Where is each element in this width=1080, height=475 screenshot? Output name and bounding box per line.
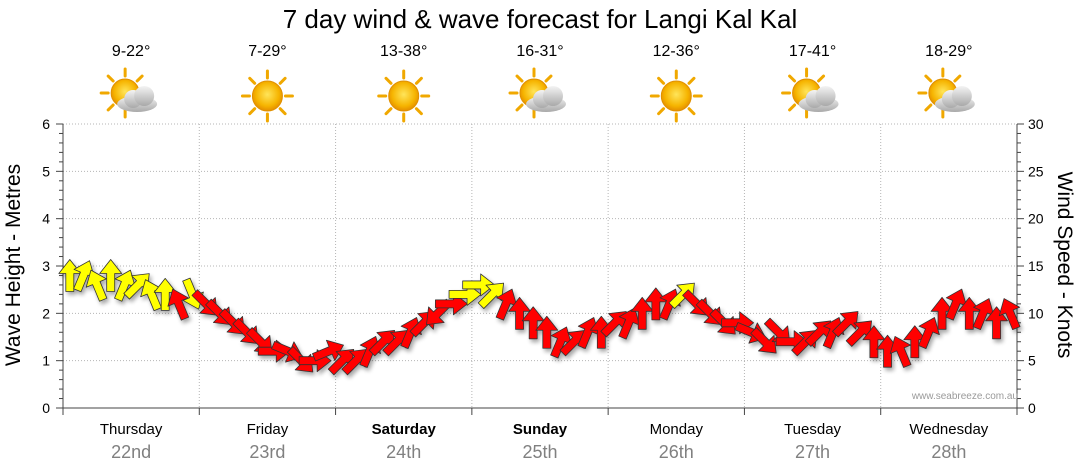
sun-icon bbox=[649, 69, 703, 123]
y-tick-label-right: 25 bbox=[1028, 163, 1044, 179]
wind-arrow bbox=[750, 327, 777, 354]
y-tick-label-left: 0 bbox=[42, 400, 50, 416]
wind-arrow bbox=[832, 311, 859, 338]
day-temperature: 13-38° bbox=[380, 43, 428, 60]
day-date-label: 26th bbox=[658, 442, 694, 462]
wind-arrow bbox=[99, 259, 123, 292]
chart-title: 7 day wind & wave forecast for Langi Kal… bbox=[282, 4, 798, 34]
wind-arrow bbox=[140, 279, 162, 312]
wind-arrow bbox=[945, 288, 967, 321]
y-tick-label-right: 10 bbox=[1028, 305, 1044, 321]
partly-cloudy-icon bbox=[99, 67, 158, 119]
day-temperature: 18-29° bbox=[925, 43, 973, 60]
wind-arrow bbox=[618, 307, 640, 340]
wind-arrow bbox=[462, 273, 496, 297]
day-temperature: 17-41° bbox=[788, 43, 837, 60]
day-date-label: 23rd bbox=[249, 442, 286, 462]
watermark: www.seabreeze.com.au bbox=[911, 391, 1018, 402]
grid-lines bbox=[63, 123, 1017, 408]
y-tick-label-left: 5 bbox=[42, 163, 50, 179]
sun-icon bbox=[377, 69, 431, 123]
wind-arrow bbox=[630, 296, 654, 330]
wind-arrow bbox=[521, 306, 545, 340]
weather-icons bbox=[99, 67, 975, 123]
day-date-label: 24th bbox=[386, 442, 422, 462]
day-temperature: 7-29° bbox=[248, 43, 287, 60]
day-name-label: Thursday bbox=[99, 421, 163, 438]
y-axis-right-label: Wind Speed - Knots bbox=[1053, 171, 1076, 359]
partly-cloudy-icon bbox=[781, 67, 839, 119]
y-tick-label-left: 4 bbox=[42, 211, 50, 227]
day-name-label: Tuesday bbox=[784, 421, 842, 438]
y-tick-label-right: 30 bbox=[1028, 116, 1044, 132]
y-tick-label-right: 15 bbox=[1028, 258, 1044, 274]
wind-arrow bbox=[972, 298, 995, 331]
day-name-label: Friday bbox=[246, 421, 289, 438]
wind-arrow bbox=[998, 298, 1021, 331]
day-date-label: 27th bbox=[795, 442, 831, 462]
wind-arrow bbox=[85, 269, 108, 302]
partly-cloudy-icon bbox=[917, 67, 975, 119]
wind-arrow bbox=[153, 277, 177, 311]
wind-arrow bbox=[889, 336, 912, 368]
wind-arrow bbox=[862, 325, 886, 359]
wind-arrow bbox=[114, 269, 136, 302]
day-name-label: Wednesday bbox=[909, 421, 989, 438]
day-name-label: Sunday bbox=[512, 421, 568, 438]
day-temperature: 12-36° bbox=[652, 43, 700, 60]
y-tick-label-left: 6 bbox=[42, 116, 50, 132]
wind-arrows bbox=[58, 259, 1021, 376]
y-tick-label-right: 5 bbox=[1028, 353, 1036, 369]
y-axis-left-label: Wave Height - Metres bbox=[2, 163, 25, 367]
wind-arrow bbox=[508, 296, 531, 330]
day-date-label: 25th bbox=[522, 442, 558, 462]
y-tick-label-right: 20 bbox=[1028, 211, 1044, 227]
wind-arrow bbox=[918, 317, 940, 349]
axes: 0 1 2 3 4 5 6 0 5 10 15 20 25 30 bbox=[42, 116, 1044, 416]
y-tick-label-left: 3 bbox=[42, 258, 50, 274]
wind-arrow bbox=[550, 326, 572, 359]
wind-arrow bbox=[73, 260, 95, 293]
wind-arrow bbox=[930, 296, 954, 330]
day-name-label: Monday bbox=[649, 421, 703, 438]
wind-arrow bbox=[495, 288, 518, 321]
day-temperature: 9-22° bbox=[111, 43, 151, 60]
y-tick-label-right: 0 bbox=[1028, 400, 1036, 416]
day-date-label: 28th bbox=[931, 442, 967, 462]
wind-arrow bbox=[477, 282, 505, 309]
day-name-label: Saturday bbox=[371, 421, 436, 438]
wind-arrow bbox=[535, 315, 559, 349]
sun-icon bbox=[240, 69, 294, 123]
partly-cloudy-icon bbox=[508, 67, 566, 119]
day-date-label: 22nd bbox=[111, 442, 152, 462]
wind-arrow bbox=[167, 288, 190, 321]
y-tick-label-left: 1 bbox=[42, 353, 50, 369]
y-tick-label-left: 2 bbox=[42, 305, 50, 321]
day-temperature: 16-31° bbox=[516, 43, 564, 60]
wind-arrow bbox=[903, 325, 927, 359]
